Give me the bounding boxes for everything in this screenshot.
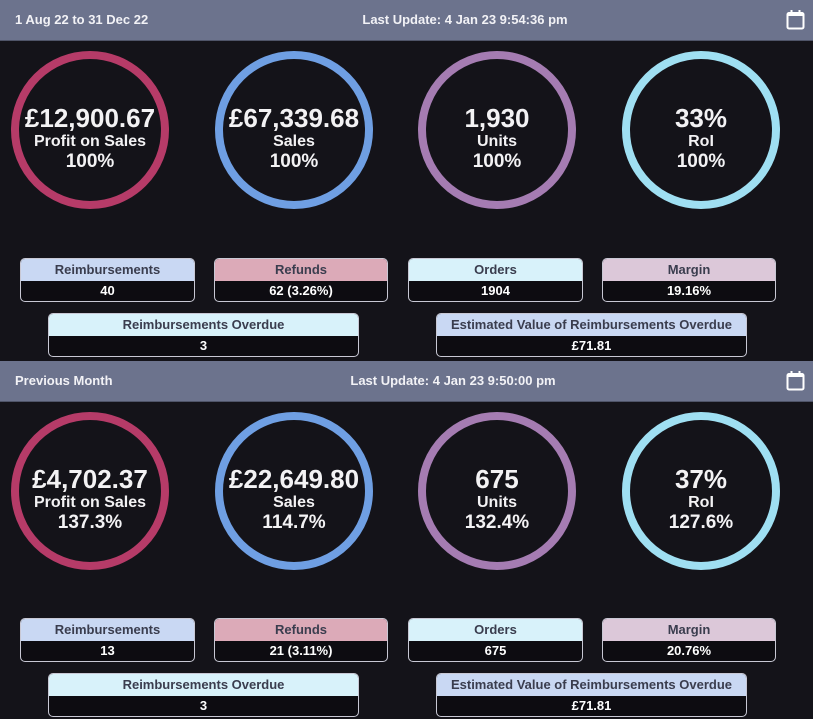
units-label: Units [477,133,517,150]
sales-label: Sales [273,494,315,511]
card-value: 13 [100,643,115,658]
refunds-card: Refunds 21 (3.11%) [214,618,388,662]
card-value: 19.16% [666,283,712,298]
profit-value: £4,702.37 [32,464,148,494]
card-value: 3 [199,338,208,353]
profit-label: Profit on Sales [33,494,147,511]
profit-ring: £12,900.67 Profit on Sales 100% [11,51,169,209]
sales-percent: 114.7% [262,512,326,533]
roi-label: RoI [688,133,714,150]
card-value: 20.76% [666,643,712,658]
roi-value: 37% [674,464,728,494]
roi-ring: 37% RoI 127.6% [622,412,780,570]
card-value: £71.81 [571,698,612,713]
card-title: Orders [409,259,582,281]
reimbursements-card: Reimbursements 40 [20,258,195,302]
roi-label: RoI [688,494,714,511]
sales-label: Sales [273,133,315,150]
last-update-label: Last Update: 4 Jan 23 9:50:00 pm [350,373,556,388]
units-label: Units [477,494,517,511]
sales-ring: £22,649.80 Sales 114.7% [215,412,373,570]
card-title: Reimbursements Overdue [49,674,358,696]
card-title: Reimbursements [21,619,194,641]
period-label: 1 Aug 22 to 31 Dec 22 [15,12,149,27]
units-value: 675 [475,464,519,494]
card-title: Orders [409,619,582,641]
card-title: Reimbursements Overdue [49,314,358,336]
section-header: Previous Month Last Update: 4 Jan 23 9:5… [0,361,813,402]
roi-value: 33% [674,103,728,133]
profit-value: £12,900.67 [24,103,156,133]
sales-value: £67,339.68 [228,103,360,133]
card-value: 21 (3.11%) [269,643,333,658]
profit-percent: 137.3% [57,512,123,533]
margin-card: Margin 20.76% [602,618,776,662]
card-title: Estimated Value of Reimbursements Overdu… [437,674,746,696]
card-title: Margin [603,619,775,641]
refunds-card: Refunds 62 (3.26%) [214,258,388,302]
profit-label: Profit on Sales [33,133,147,150]
units-percent: 132.4% [464,512,530,533]
reimbursements-card: Reimbursements 13 [20,618,195,662]
card-title: Refunds [215,619,387,641]
card-title: Reimbursements [21,259,194,281]
estimated-value-card: Estimated Value of Reimbursements Overdu… [436,313,747,357]
card-value: 675 [484,643,507,658]
units-ring: 1,930 Units 100% [418,51,576,209]
card-value: £71.81 [571,338,612,353]
period-label: Previous Month [15,373,113,388]
summary-section-previous-month: Previous Month Last Update: 4 Jan 23 9:5… [0,361,813,719]
summary-section-current: 1 Aug 22 to 31 Dec 22 Last Update: 4 Jan… [0,0,813,357]
card-title: Estimated Value of Reimbursements Overdu… [437,314,746,336]
margin-card: Margin 19.16% [602,258,776,302]
card-title: Refunds [215,259,387,281]
roi-ring: 33% RoI 100% [622,51,780,209]
orders-card: Orders 675 [408,618,583,662]
calendar-icon[interactable] [786,370,805,391]
card-value: 40 [100,283,115,298]
roi-percent: 127.6% [668,512,734,533]
units-value: 1,930 [464,103,530,133]
reimbursements-overdue-card: Reimbursements Overdue 3 [48,673,359,717]
orders-card: Orders 1904 [408,258,583,302]
units-percent: 100% [472,151,522,172]
profit-ring: £4,702.37 Profit on Sales 137.3% [11,412,169,570]
section-header: 1 Aug 22 to 31 Dec 22 Last Update: 4 Jan… [0,0,813,41]
sales-value: £22,649.80 [228,464,360,494]
calendar-icon[interactable] [786,9,805,30]
card-value: 3 [199,698,208,713]
profit-percent: 100% [65,151,115,172]
units-ring: 675 Units 132.4% [418,412,576,570]
sales-percent: 100% [269,151,319,172]
sales-ring: £67,339.68 Sales 100% [215,51,373,209]
card-value: 62 (3.26%) [269,283,333,298]
roi-percent: 100% [676,151,726,172]
card-title: Margin [603,259,775,281]
reimbursements-overdue-card: Reimbursements Overdue 3 [48,313,359,357]
estimated-value-card: Estimated Value of Reimbursements Overdu… [436,673,747,717]
card-value: 1904 [481,283,510,298]
